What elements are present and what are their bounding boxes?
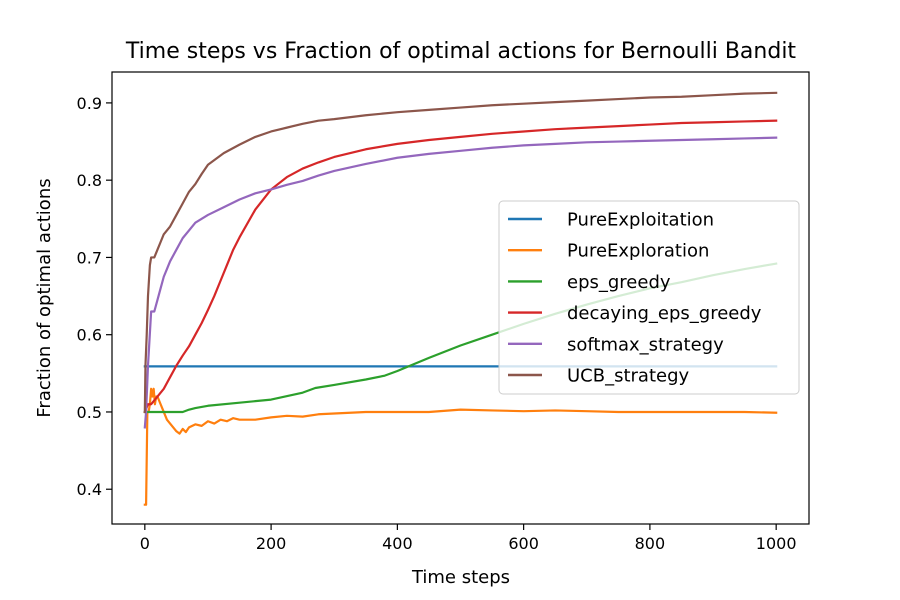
x-tick-label: 0 xyxy=(140,534,150,553)
x-axis-ticks: 0 200 400 600 800 1000 xyxy=(140,524,797,553)
legend-label-pureexploration: PureExploration xyxy=(567,241,709,262)
series-line-softmax-strategy xyxy=(143,136,778,429)
x-tick-label: 400 xyxy=(382,534,413,553)
x-axis-label: Time steps xyxy=(411,567,510,588)
series-line-ucb-strategy xyxy=(143,91,778,414)
y-tick-label: 0.9 xyxy=(77,94,102,113)
y-axis-label: Fraction of optimal actions xyxy=(34,178,55,417)
x-tick-label: 200 xyxy=(256,534,287,553)
legend-label-softmax-strategy: softmax_strategy xyxy=(567,334,724,355)
series-line-pureexploration xyxy=(143,387,778,506)
y-tick-label: 0.4 xyxy=(77,480,102,499)
y-tick-label: 0.6 xyxy=(77,326,102,345)
legend-box xyxy=(498,200,800,395)
chart-title: Time steps vs Fraction of optimal action… xyxy=(125,39,797,64)
legend-label-ucb-strategy: UCB_strategy xyxy=(567,366,690,387)
legend-label-pureexploitation: PureExploitation xyxy=(567,210,714,231)
x-tick-label: 1000 xyxy=(756,534,797,553)
y-tick-label: 0.5 xyxy=(77,403,102,422)
y-tick-label: 0.8 xyxy=(77,171,102,190)
legend-label-decaying-eps-greedy: decaying_eps_greedy xyxy=(567,303,762,324)
legend-label-eps-greedy: eps_greedy xyxy=(567,272,671,293)
plot-frame xyxy=(111,71,810,525)
legend-items: PureExploitation PureExploration eps_greed… xyxy=(508,210,762,387)
y-axis-ticks: 0.4 0.5 0.6 0.7 0.8 0.9 xyxy=(77,94,112,499)
x-tick-label: 600 xyxy=(508,534,539,553)
x-tick-label: 800 xyxy=(635,534,666,553)
y-tick-label: 0.7 xyxy=(77,248,102,267)
legend: PureExploitation PureExploration eps_greed… xyxy=(498,200,800,395)
plot-lines xyxy=(143,91,778,506)
